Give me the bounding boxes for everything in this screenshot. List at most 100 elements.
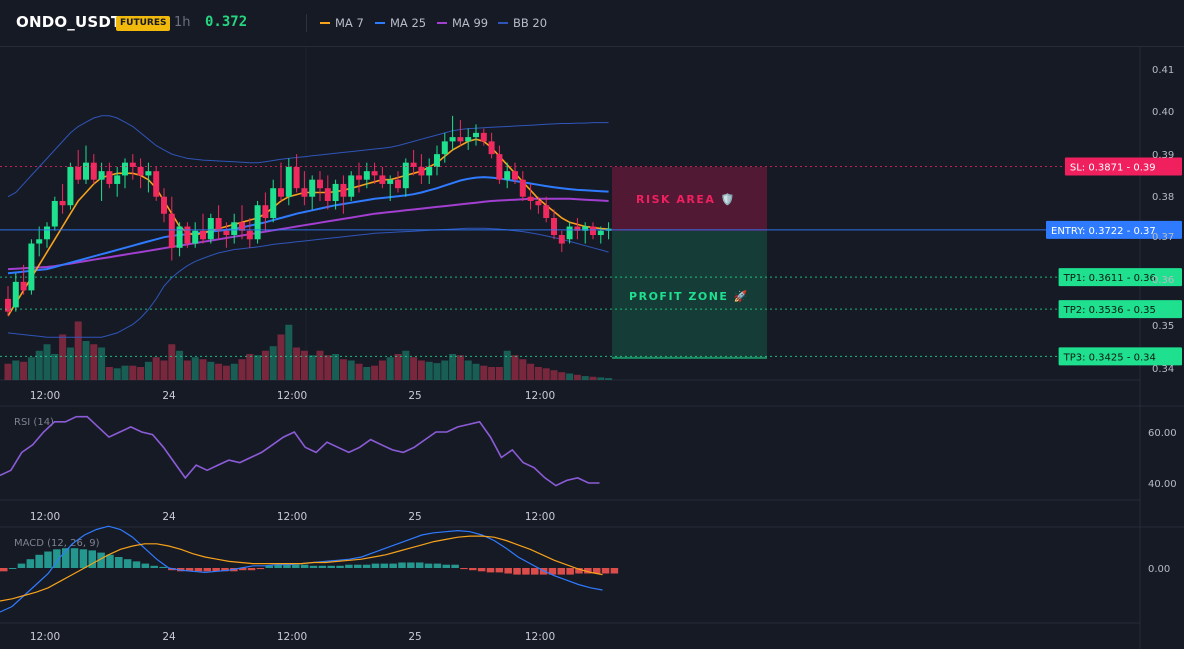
level-tag-text-tp3: TP3: 0.3425 - 0.34 <box>1063 352 1156 363</box>
volume-bar <box>183 360 191 380</box>
volume-bar <box>238 359 246 380</box>
candle-body <box>161 196 167 214</box>
macd-hist-bar <box>513 568 521 575</box>
legend-ma7[interactable]: MA 7 <box>320 16 364 30</box>
candle-body <box>278 188 284 197</box>
macd-hist-bar <box>442 564 450 568</box>
legend-ma25[interactable]: MA 25 <box>375 16 426 30</box>
macd-hist-bar <box>159 566 167 568</box>
macd-hist-bar <box>354 564 362 568</box>
candle-body <box>114 175 121 184</box>
macd-hist-bar <box>238 568 247 571</box>
candle-body <box>582 226 589 231</box>
ma25-line <box>7 176 609 275</box>
candle-body <box>90 162 97 180</box>
macd-hist-bar <box>592 568 601 574</box>
legend-bb20[interactable]: BB 20 <box>498 16 547 30</box>
timeframe-selector[interactable]: 1h <box>174 15 191 30</box>
candle-body <box>129 162 136 167</box>
macd-hist-bar <box>150 565 158 568</box>
macd-hist-bar <box>495 568 504 573</box>
time-label: 12:00 <box>277 390 307 402</box>
candle-body <box>504 171 511 180</box>
candle-body <box>168 213 175 248</box>
macd-hist-bar <box>265 565 273 568</box>
candle-body <box>285 166 292 197</box>
level-tag-text-entry: ENTRY: 0.3722 - 0.37 <box>1051 226 1156 237</box>
volume-bar <box>160 360 168 380</box>
candle-body <box>535 200 542 206</box>
price-tick: 0.39 <box>1152 150 1174 161</box>
volume-bar <box>550 370 558 380</box>
macd-hist-bar <box>53 549 61 568</box>
volume-bar <box>199 359 207 380</box>
candle-body <box>356 175 362 180</box>
candle-body <box>207 218 214 240</box>
candle-body <box>488 141 495 155</box>
macd-hist-bar <box>336 565 344 568</box>
symbol-name[interactable]: ONDO_USDT <box>16 13 122 31</box>
ma25-swatch-icon <box>375 21 385 24</box>
macd-hist-bar <box>61 548 70 568</box>
candle-body <box>527 196 534 201</box>
macd-hist-bar <box>309 565 318 568</box>
candle-body <box>465 137 472 142</box>
candle-body <box>145 171 152 176</box>
legend-ma99[interactable]: MA 99 <box>437 16 488 30</box>
macd-hist-bar <box>283 564 291 568</box>
volume-bar <box>378 360 386 380</box>
volume-bar <box>464 360 472 380</box>
macd-hist-bar <box>26 559 35 568</box>
candle-body <box>122 162 128 176</box>
candle-body <box>574 226 581 231</box>
level-tick: 0.39 <box>1133 162 1155 173</box>
candle-body <box>379 175 386 184</box>
candle-body <box>153 171 160 197</box>
macd-hist-bar <box>8 568 17 569</box>
rsi-label: RSI (14) <box>14 417 54 428</box>
candle-body <box>254 205 261 240</box>
macd-hist-bar <box>274 564 282 568</box>
candle-body <box>566 226 573 240</box>
volume-bar <box>308 355 316 380</box>
volume-bar <box>82 341 90 380</box>
candle-body <box>36 239 43 244</box>
volume-bar <box>230 363 238 380</box>
trade-levels: SL: 0.3871 - 0.39 ENTRY: 0.3722 - 0.37 TP1… <box>0 157 1182 366</box>
volume-bar <box>113 368 121 380</box>
volume-bar <box>495 367 503 380</box>
ma99-swatch-icon <box>437 21 447 24</box>
volume-bar <box>51 354 59 380</box>
rsi-pane[interactable]: RSI (14) 60.00 40.00 <box>0 415 1177 490</box>
volume-bar <box>503 350 511 380</box>
macd-hist-bar <box>575 568 583 574</box>
time-label: 12:00 <box>277 631 307 643</box>
candle-body <box>340 183 347 197</box>
candle-body <box>387 179 394 184</box>
candle-body <box>441 141 448 155</box>
candle-body <box>543 205 550 218</box>
macd-hist-bar <box>398 562 406 568</box>
volume-bar <box>519 359 527 380</box>
time-label: 12:00 <box>525 511 555 523</box>
price-tick: 0.34 <box>1152 364 1174 375</box>
price-tick: 0.37 <box>1152 232 1174 243</box>
volume-bar <box>105 367 113 380</box>
level-sep: - <box>1124 305 1134 316</box>
volume-bar <box>254 355 262 380</box>
candle-body <box>332 183 339 201</box>
macd-tick: 0.00 <box>1148 564 1170 575</box>
volume-bar <box>293 347 301 380</box>
time-label: 12:00 <box>30 390 60 402</box>
macd-hist-bar <box>194 568 203 572</box>
macd-hist-bar <box>212 568 220 572</box>
volume-bars <box>4 321 613 380</box>
volume-bar <box>433 363 441 380</box>
volume-bar <box>488 367 496 380</box>
macd-hist-bar <box>141 563 150 568</box>
volume-bar <box>527 363 535 380</box>
macd-hist-bar <box>557 568 566 575</box>
macd-pane[interactable]: MACD (12, 26, 9) 0.00 <box>0 525 1170 613</box>
volume-bar <box>605 378 613 380</box>
